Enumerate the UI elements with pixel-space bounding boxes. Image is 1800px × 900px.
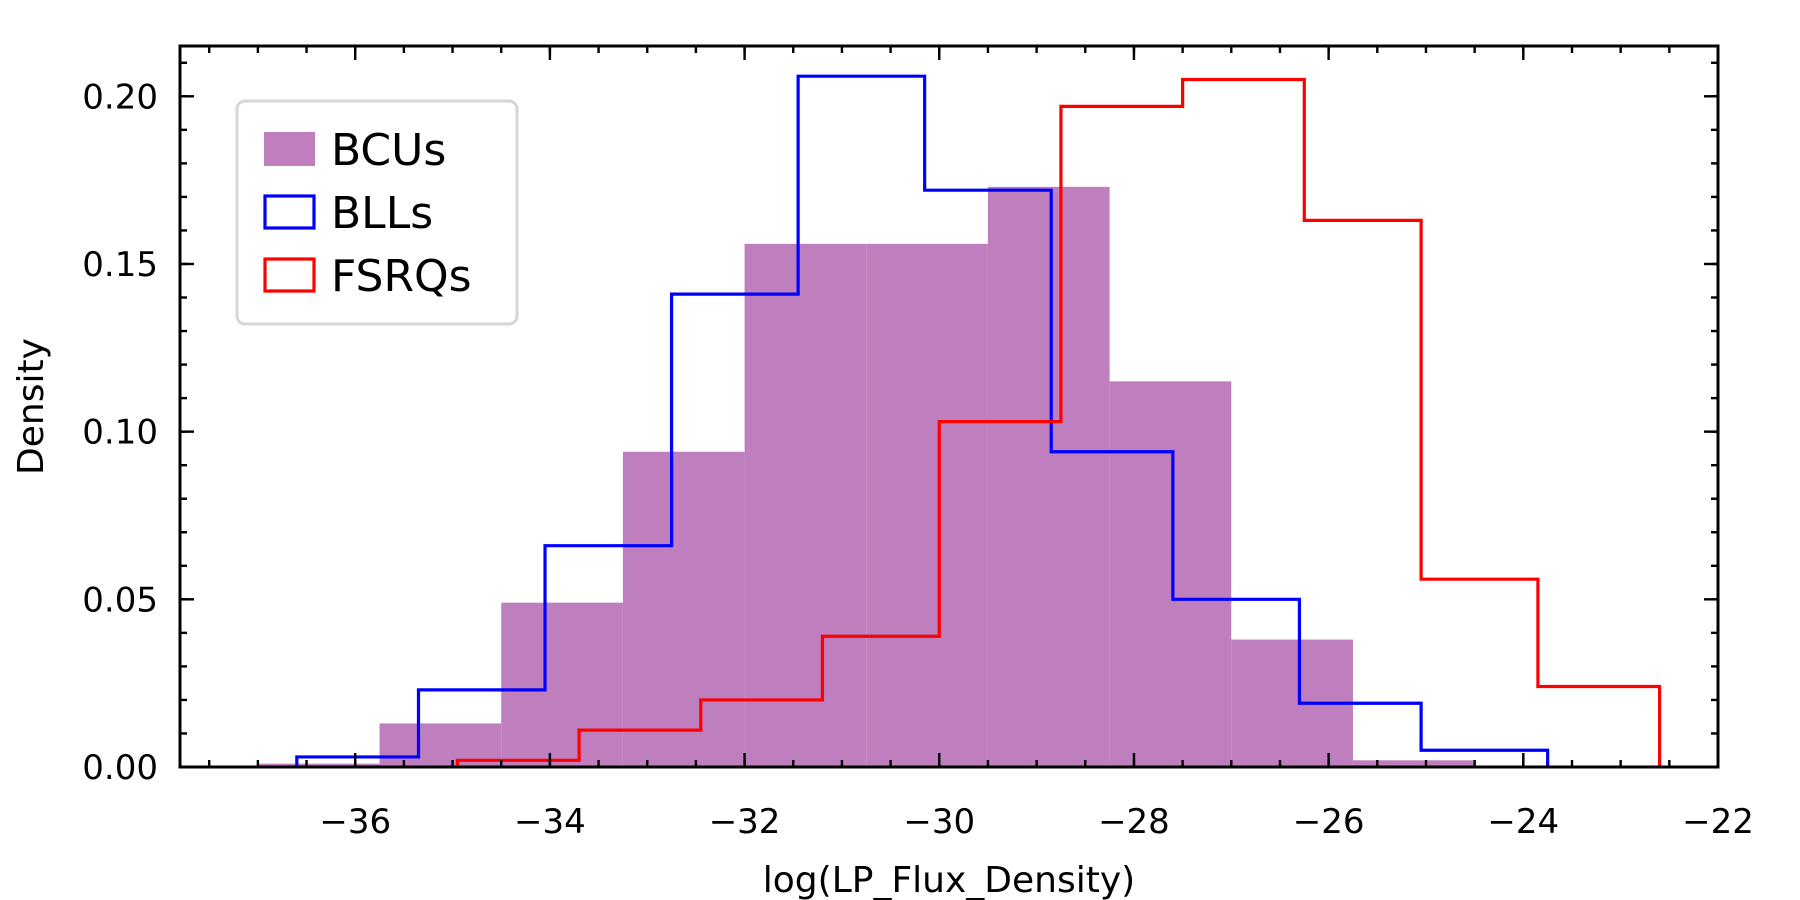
x-tick-label: −36 [319,802,391,842]
y-tick-label: 0.20 [82,77,158,117]
bcus-bar [622,451,745,767]
bcus-bar [987,186,1110,768]
legend-swatch-blls [263,194,316,230]
legend-label-blls: BLLs [331,188,433,239]
x-tick-label: −30 [903,802,975,842]
legend-swatch-bcus [264,132,315,166]
x-tick-label: −32 [709,802,781,842]
y-tick-label: 0.05 [82,580,158,620]
bcus-bar [257,763,380,767]
bcus-bar [1352,760,1475,767]
x-tick-label: −28 [1098,802,1170,842]
y-tick-label: 0.15 [82,245,158,285]
step-series [295,74,1662,767]
x-tick-label: −34 [514,802,586,842]
y-tick-label: 0.10 [82,413,158,453]
bcus-bar [866,243,988,767]
legend-items: BCUs BLLs FSRQs [263,125,472,302]
legend-label-bcus: BCUs [331,125,446,176]
blls-step-line [295,74,1550,767]
legend-swatch-fsrqs [263,257,316,293]
fsrqs-step-line [455,77,1662,767]
bcus-bar [744,243,867,767]
y-axis-title: Density [11,338,52,475]
bcus-bar [1109,381,1232,767]
x-tick-label: −22 [1682,802,1754,842]
bcus-bar [501,602,623,767]
x-axis-title: log(LP_Flux_Density) [763,860,1135,900]
x-tick-label: −24 [1487,802,1559,842]
legend-label-fsrqs: FSRQs [331,251,472,302]
y-tick-label: 0.00 [82,748,158,788]
bcus-bars [257,186,1475,768]
x-tick-labels: −36 −34 −32 −30 −28 −26 −24 −22 [319,802,1754,842]
y-tick-labels: 0.00 0.05 0.10 0.15 0.20 [82,77,158,788]
x-tick-label: −26 [1293,802,1365,842]
legend: BCUs BLLs FSRQs [235,99,519,326]
plot-frame [178,44,1720,769]
